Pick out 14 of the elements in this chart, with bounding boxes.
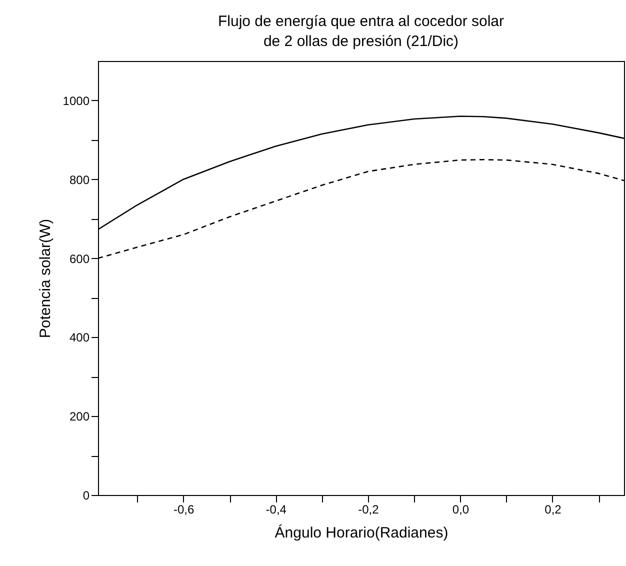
x-tick-label: 0,0 <box>452 502 470 516</box>
y-tick-label: 200 <box>69 410 90 424</box>
x-tick-label: -0,6 <box>174 502 195 516</box>
y-tick-label: 600 <box>69 252 90 266</box>
y-tick-label: 0 <box>82 488 90 502</box>
y-tick-label: 400 <box>69 330 90 345</box>
x-tick-label: 0,2 <box>544 502 562 516</box>
y-axis-title: Potencia solar(W) <box>36 218 54 338</box>
chart-title: Flujo de energía que entra al cocedor solar de 2 ollas de presión (21/Dic) <box>218 13 504 50</box>
y-tick-label: 1000 <box>62 94 90 108</box>
y-tick-label: 800 <box>69 172 90 187</box>
x-tick-label: -0,4 <box>266 502 287 516</box>
x-axis-title: Ángulo Horario(Radianes) <box>274 524 448 542</box>
x-tick-label: -0,2 <box>358 502 380 516</box>
